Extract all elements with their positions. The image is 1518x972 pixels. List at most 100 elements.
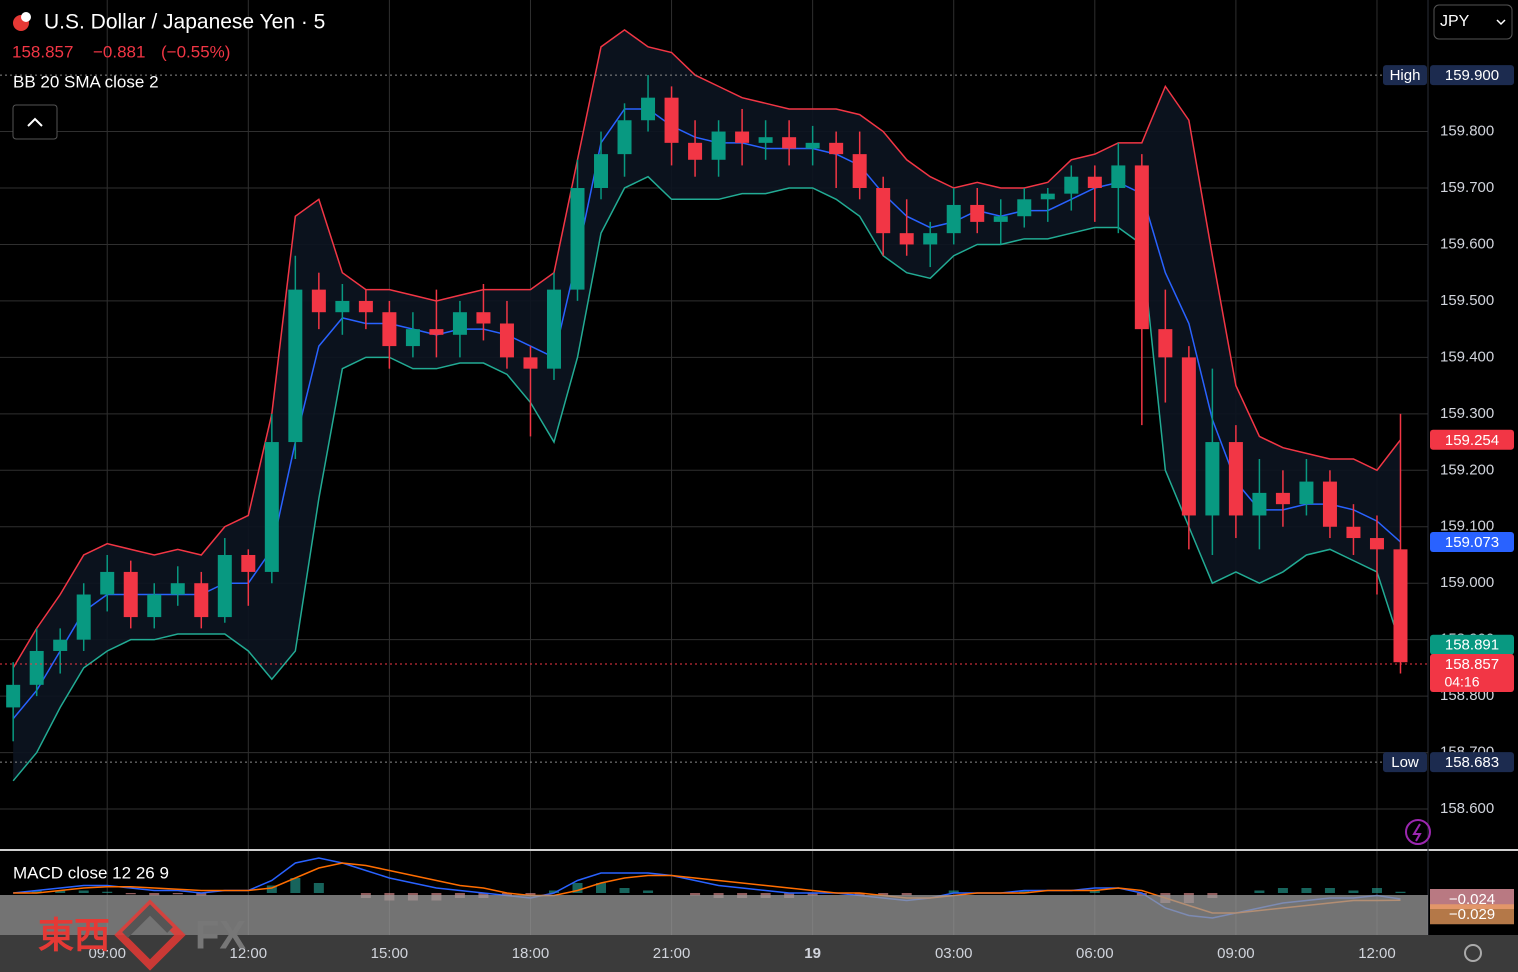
candle-body [1252, 492, 1267, 516]
macd-histogram [690, 893, 701, 896]
macd-histogram [643, 890, 654, 893]
macd-histogram [125, 893, 136, 895]
currency-select[interactable] [1433, 4, 1513, 40]
candle-body [194, 583, 209, 618]
macd-histogram [102, 891, 113, 893]
candle-body [852, 154, 867, 189]
band-fill [13, 29, 1401, 781]
macd-histogram [1277, 888, 1288, 893]
chevron-icon [27, 117, 43, 127]
candle-body [735, 131, 750, 143]
macd-histogram [1136, 893, 1147, 896]
macd-histogram [78, 890, 89, 893]
candle-body [1322, 481, 1337, 527]
x-tick-label: 19 [804, 945, 821, 962]
candle-body [6, 684, 21, 708]
candle-body [264, 442, 279, 572]
candle-body [1111, 165, 1126, 189]
candle-body [688, 142, 703, 160]
macd-title[interactable]: MACD close 12 26 9 [13, 863, 169, 882]
y-tick-label: 159.600 [1440, 235, 1494, 252]
candle-body [923, 233, 938, 245]
candle-body [758, 137, 773, 143]
candle-body [1064, 176, 1079, 194]
price-label-name-bg [1383, 752, 1427, 773]
macd-histogram [878, 893, 889, 896]
y-tick-label: 159.000 [1440, 574, 1494, 591]
candle-body [76, 594, 91, 640]
candle-body [1040, 193, 1055, 200]
macd-histogram [196, 893, 207, 896]
candle-body [358, 300, 373, 313]
candle-body [288, 289, 303, 443]
macd-histogram [1019, 890, 1030, 893]
macd-label-bg [1430, 904, 1514, 925]
macd-histogram [290, 878, 301, 893]
macd-histogram [1254, 890, 1265, 893]
candle-body [123, 571, 138, 618]
x-tick-label: 09:00 [1217, 945, 1255, 962]
x-tick-label: 09:00 [88, 945, 126, 962]
candle-body [1299, 481, 1314, 505]
macd-label: −0.024 [1449, 891, 1495, 908]
watermark-band [0, 895, 1428, 935]
macd-histogram [1395, 891, 1406, 893]
candle-body [1017, 199, 1032, 217]
candle-body [1134, 165, 1149, 330]
candle-body [53, 639, 68, 651]
watermark-text: 東西 [38, 915, 110, 956]
macd-histogram [854, 893, 865, 896]
watermark-logo [122, 904, 173, 938]
flag-icon [21, 12, 31, 22]
candle-body [1228, 442, 1243, 516]
candle-body [594, 154, 609, 189]
macd-label: −0.029 [1449, 906, 1495, 923]
macd-histogram [1301, 888, 1312, 893]
price-label: 159.254 [1445, 432, 1499, 449]
candle-body [782, 137, 797, 149]
price-label-bg [1430, 653, 1514, 692]
price-label: 158.857 [1445, 656, 1499, 673]
macd-histogram [31, 890, 42, 893]
candle-body [100, 571, 115, 595]
price-label: 158.891 [1445, 637, 1499, 654]
price-label-bg [1430, 429, 1514, 450]
x-tick-label: 03:00 [935, 945, 973, 962]
price-label: 159.073 [1445, 534, 1499, 551]
macd-histogram [149, 893, 160, 896]
macd-histogram [172, 893, 183, 895]
candle-body [476, 312, 491, 324]
axes: 09:00 12:00 15:00 18:00 21:00 19 03:00 06:00 09:… [88, 123, 1494, 962]
y-tick-label: 159.300 [1440, 405, 1494, 422]
candle-body [29, 650, 44, 685]
collapse-button[interactable] [12, 104, 58, 140]
candle-body [1369, 538, 1384, 550]
price-labels: 159.900 High 159.254 159.073 158.891 158.8570… [1383, 65, 1514, 925]
candle-body [217, 554, 232, 618]
y-tick-label: 159.200 [1440, 461, 1494, 478]
macd-histogram [313, 883, 324, 893]
candle-body [241, 554, 256, 572]
price-label: 158.683 [1445, 754, 1499, 771]
y-tick-label: 159.100 [1440, 518, 1494, 535]
settings-icon[interactable] [1464, 944, 1482, 962]
time-axis [0, 935, 1518, 972]
candle-body [1158, 329, 1173, 358]
price-label-bg [1430, 634, 1514, 655]
y-tick-label: 159.500 [1440, 292, 1494, 309]
macd-label-bg [1430, 889, 1514, 909]
candle-body [499, 323, 514, 358]
candle-body [335, 300, 350, 313]
watermark-text: FX [195, 914, 246, 958]
candle-body [1087, 176, 1102, 189]
x-tick-label: 12:00 [1358, 945, 1396, 962]
indicator-label[interactable]: BB 20 SMA close 2 [13, 72, 159, 91]
macd-histogram [266, 885, 277, 893]
y-tick-label: 159.400 [1440, 348, 1494, 365]
price-label-name: High [1390, 67, 1421, 84]
lightning-icon[interactable] [1405, 819, 1431, 845]
candle-body [993, 216, 1008, 222]
price-label-name-bg [1383, 65, 1427, 86]
candle-body [523, 357, 538, 369]
